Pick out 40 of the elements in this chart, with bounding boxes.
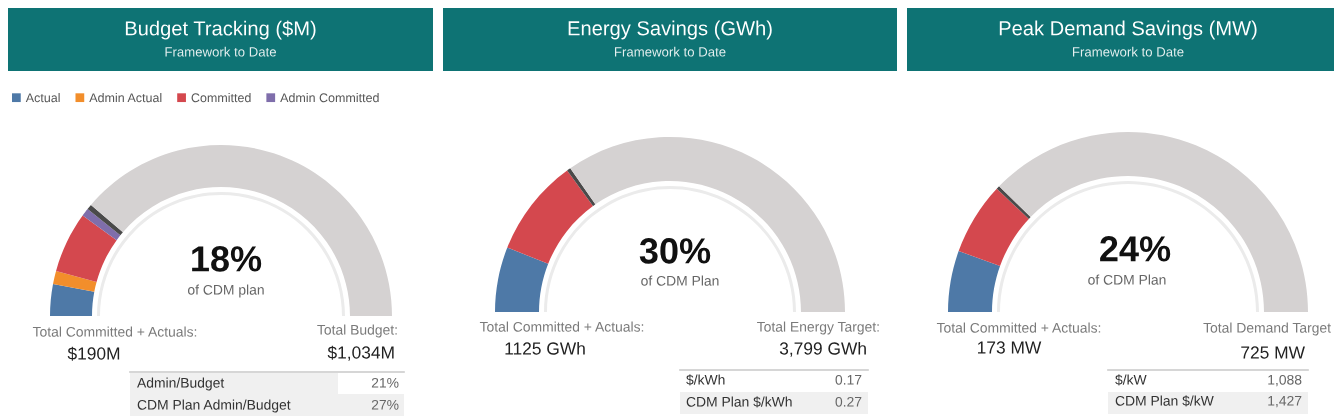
- chart-subtitle: Framework to Date: [1072, 46, 1184, 57]
- text: $1,034M: [327, 345, 394, 361]
- text: Admin/Budget: [137, 377, 225, 391]
- text: Total Committed + Actuals:: [479, 321, 644, 332]
- text: $190M: [67, 346, 120, 361]
- text: Total Committed + Actuals:: [936, 322, 1101, 333]
- text: 0.17: [835, 374, 862, 385]
- text: Total Energy Target:: [757, 321, 879, 335]
- text: Total Budget:: [317, 324, 397, 338]
- text: 18%: [192, 246, 262, 272]
- text: 173 MW: [978, 341, 1042, 354]
- chart-title: Energy Savings (GWh): [568, 20, 772, 40]
- text: CDM Plan Admin/Budget: [137, 399, 291, 413]
- text: of CDM Plan: [641, 275, 719, 286]
- text: 1125 GWh: [505, 341, 585, 355]
- chart-title: Peak Demand Savings (MW): [999, 20, 1257, 40]
- text: CDM Plan $/kW: [1115, 395, 1214, 407]
- text: 24%: [1100, 236, 1171, 262]
- text: 3,799 GWh: [779, 341, 866, 357]
- text: 725 MW: [1241, 346, 1305, 359]
- legend-label: Committed: [191, 93, 251, 103]
- text: 27%: [371, 399, 399, 410]
- text: 1,427: [1268, 395, 1302, 408]
- text: 21%: [371, 377, 399, 388]
- text: Total Demand Target: [1203, 322, 1331, 336]
- text: 0.27: [835, 396, 862, 407]
- legend-label: Actual: [25, 93, 60, 103]
- text: Total Committed + Actuals:: [32, 326, 197, 337]
- legend-label: Admin Committed: [280, 93, 379, 103]
- text: 30%: [639, 238, 711, 264]
- legend-label: Admin Actual: [89, 93, 162, 103]
- text: $/kW: [1115, 374, 1147, 386]
- text: CDM Plan $/kWh: [686, 396, 792, 408]
- text: of CDM Plan: [1088, 274, 1166, 285]
- text: of CDM plan: [187, 284, 264, 298]
- chart-subtitle: Framework to Date: [165, 46, 277, 57]
- chart-subtitle: Framework to Date: [614, 46, 726, 57]
- text: $/kWh: [686, 374, 725, 386]
- chart-title: Budget Tracking ($M): [125, 20, 316, 40]
- text: 1,088: [1268, 374, 1302, 387]
